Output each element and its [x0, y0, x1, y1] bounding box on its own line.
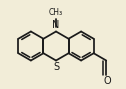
Text: N: N — [52, 20, 60, 30]
Text: S: S — [53, 62, 59, 72]
Text: O: O — [103, 77, 111, 87]
Text: CH₃: CH₃ — [49, 8, 63, 17]
